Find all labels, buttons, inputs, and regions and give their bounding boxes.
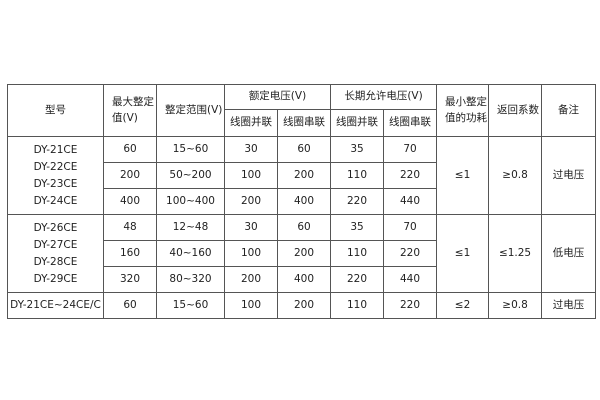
header-rated-series: 线圈串联 bbox=[276, 109, 332, 137]
header-remark: 备注 bbox=[541, 84, 597, 137]
long-parallel-cell: 110 bbox=[330, 162, 385, 189]
remark-cell: 低电压 bbox=[541, 214, 597, 293]
rated-parallel-cell: 100 bbox=[224, 292, 278, 319]
max-setting-cell: 320 bbox=[103, 266, 157, 293]
long-series-cell: 220 bbox=[383, 240, 438, 267]
setting-range-cell: 80~320 bbox=[156, 266, 225, 293]
model-cell: DY-21CE~24CE/C bbox=[7, 292, 104, 319]
long-parallel-cell: 110 bbox=[330, 292, 385, 319]
header-max-setting: 最大整定值(V) bbox=[103, 84, 157, 137]
long-series-cell: 440 bbox=[383, 188, 438, 215]
model-name: DY-27CE bbox=[33, 238, 78, 251]
long-series-cell: 70 bbox=[383, 136, 438, 163]
setting-range-cell: 50~200 bbox=[156, 162, 225, 189]
rated-parallel-cell: 200 bbox=[224, 188, 278, 215]
setting-range-cell: 12~48 bbox=[156, 214, 225, 241]
table-row: DY-21CE DY-22CE DY-23CE DY-24CE 60 15~60 30 60 3… bbox=[7, 136, 597, 215]
model-name: DY-21CE~24CE/C bbox=[10, 299, 101, 311]
spec-table: 型号 最大整定值(V) 整定范围(V) 额定电压(V) 长期允许电压(V) 最小… bbox=[7, 84, 597, 319]
remark-cell: 过电压 bbox=[541, 292, 597, 319]
setting-range-cell: 15~60 bbox=[156, 136, 225, 163]
table-row: 320 80~320 200 400 220 440 bbox=[8, 266, 596, 293]
long-series-cell: 440 bbox=[383, 266, 438, 293]
long-parallel-cell: 35 bbox=[330, 214, 385, 241]
return-coef-cell: ≥0.8 bbox=[488, 292, 543, 319]
min-power-cell: ≤2 bbox=[436, 292, 490, 319]
long-parallel-cell: 110 bbox=[330, 240, 385, 267]
header-rated-voltage: 额定电压(V) bbox=[223, 84, 332, 110]
model-name: DY-22CE bbox=[33, 160, 78, 173]
model-name: DY-21CE bbox=[33, 143, 78, 156]
rated-series-cell: 200 bbox=[276, 292, 332, 319]
table-row: 400 100~400 200 400 220 440 bbox=[8, 188, 596, 215]
long-parallel-cell: 220 bbox=[330, 266, 385, 293]
long-parallel-cell: 35 bbox=[330, 136, 385, 163]
setting-range-cell: 40~160 bbox=[156, 240, 225, 267]
rated-parallel-cell: 100 bbox=[224, 162, 278, 189]
rated-parallel-cell: 200 bbox=[224, 266, 278, 293]
rated-series-cell: 400 bbox=[276, 188, 332, 215]
model-name: DY-29CE bbox=[33, 272, 78, 285]
remark-cell: 过电压 bbox=[541, 136, 597, 215]
setting-range-cell: 15~60 bbox=[156, 292, 225, 319]
max-setting-cell: 200 bbox=[103, 162, 157, 189]
table-row: 160 40~160 100 200 110 220 bbox=[8, 240, 596, 267]
rated-series-cell: 60 bbox=[276, 214, 332, 241]
rated-series-cell: 400 bbox=[276, 266, 332, 293]
model-name: DY-23CE bbox=[33, 177, 78, 190]
rated-series-cell: 60 bbox=[276, 136, 332, 163]
max-setting-cell: 60 bbox=[103, 292, 157, 319]
model-name: DY-24CE bbox=[33, 194, 78, 207]
return-coef-cell: ≥0.8 bbox=[488, 136, 543, 215]
header-long-term-voltage: 长期允许电压(V) bbox=[330, 84, 438, 110]
model-name: DY-26CE bbox=[33, 221, 78, 234]
rated-parallel-cell: 30 bbox=[224, 136, 278, 163]
header-long-series: 线圈串联 bbox=[383, 109, 438, 137]
long-series-cell: 70 bbox=[383, 214, 438, 241]
long-series-cell: 220 bbox=[383, 292, 438, 319]
model-name: DY-28CE bbox=[33, 255, 78, 268]
min-power-cell: ≤1 bbox=[436, 214, 490, 293]
long-series-cell: 220 bbox=[383, 162, 438, 189]
return-coef-cell: ≤1.25 bbox=[488, 214, 543, 293]
max-setting-cell: 400 bbox=[103, 188, 157, 215]
rated-series-cell: 200 bbox=[276, 240, 332, 267]
rated-series-cell: 200 bbox=[276, 162, 332, 189]
rated-parallel-cell: 100 bbox=[224, 240, 278, 267]
table-row: DY-21CE~24CE/C 60 15~60 100 200 110 220 ≤2 ≥0.8 过… bbox=[7, 292, 597, 319]
header-long-parallel: 线圈并联 bbox=[330, 109, 385, 137]
header-min-power: 最小整定值的功耗 bbox=[436, 84, 490, 137]
header-rated-parallel: 线圈并联 bbox=[224, 109, 278, 137]
min-power-cell: ≤1 bbox=[436, 136, 490, 215]
header-model: 型号 bbox=[7, 84, 104, 137]
long-parallel-cell: 220 bbox=[330, 188, 385, 215]
header-return-coef: 返回系数 bbox=[488, 84, 543, 137]
setting-range-cell: 100~400 bbox=[156, 188, 225, 215]
table-row: 200 50~200 100 200 110 220 bbox=[8, 162, 596, 189]
table-row: DY-26CE DY-27CE DY-28CE DY-29CE 48 12~48 30 60 3… bbox=[7, 214, 597, 293]
max-setting-cell: 48 bbox=[103, 214, 157, 241]
header-setting-range: 整定范围(V) bbox=[156, 84, 225, 137]
model-cell: DY-21CE DY-22CE DY-23CE DY-24CE bbox=[7, 136, 104, 215]
max-setting-cell: 160 bbox=[103, 240, 157, 267]
rated-parallel-cell: 30 bbox=[224, 214, 278, 241]
max-setting-cell: 60 bbox=[103, 136, 157, 163]
model-cell: DY-26CE DY-27CE DY-28CE DY-29CE bbox=[7, 214, 104, 293]
